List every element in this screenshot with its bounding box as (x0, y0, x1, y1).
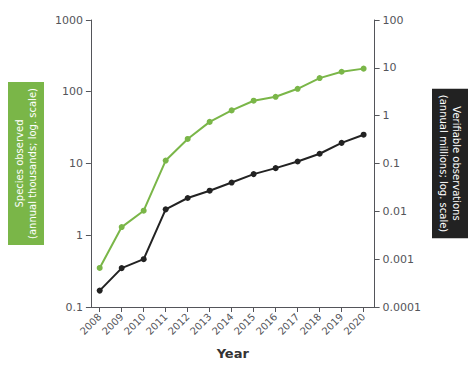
svg-text:2013: 2013 (188, 311, 214, 337)
svg-text:0.1: 0.1 (65, 301, 83, 314)
svg-text:100: 100 (62, 85, 83, 98)
svg-text:(annual thousands; log. scale): (annual thousands; log. scale) (27, 88, 38, 239)
svg-text:2017: 2017 (276, 311, 302, 337)
svg-text:2010: 2010 (122, 311, 148, 337)
svg-text:10: 10 (69, 157, 83, 170)
svg-text:Verifiable observations: Verifiable observations (451, 106, 462, 220)
svg-text:2012: 2012 (166, 311, 192, 337)
svg-text:0.1: 0.1 (383, 157, 401, 170)
svg-text:2019: 2019 (320, 311, 346, 337)
svg-text:2015: 2015 (232, 311, 258, 337)
svg-text:2016: 2016 (254, 311, 280, 337)
svg-text:Year: Year (216, 346, 250, 361)
svg-text:2008: 2008 (78, 311, 104, 337)
svg-text:0.001: 0.001 (383, 253, 415, 266)
svg-text:2018: 2018 (298, 311, 324, 337)
svg-text:2014: 2014 (210, 311, 236, 337)
svg-text:0.0001: 0.0001 (383, 301, 422, 314)
svg-text:1: 1 (76, 229, 83, 242)
svg-text:2011: 2011 (144, 311, 170, 337)
svg-text:2009: 2009 (100, 311, 126, 337)
svg-text:Species observed: Species observed (14, 119, 25, 207)
svg-text:100: 100 (383, 14, 404, 27)
svg-text:10: 10 (383, 61, 397, 74)
svg-text:(annual millions; log. scale): (annual millions; log. scale) (438, 95, 449, 233)
svg-text:1: 1 (383, 109, 390, 122)
svg-text:2020: 2020 (342, 311, 368, 337)
svg-text:1000: 1000 (55, 14, 83, 27)
svg-text:0.01: 0.01 (383, 205, 408, 218)
